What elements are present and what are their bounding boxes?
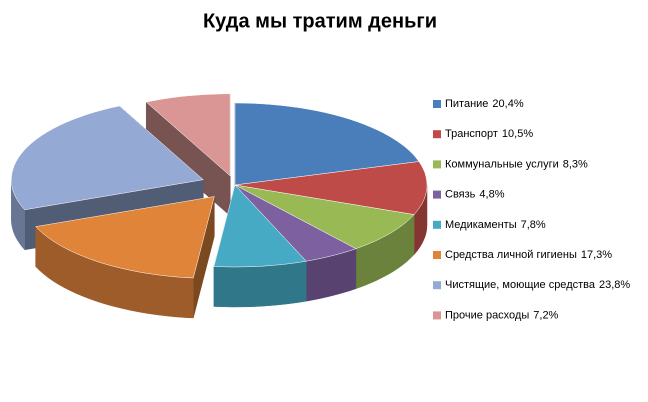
legend: Питание 20,4% Транспорт 10,5% Коммунальные у… [433,98,630,321]
legend-value: 20,4% [492,98,523,110]
legend-category: Чистящие, моющие средства [445,279,596,291]
legend-label: Медикаменты 7,8% [445,219,546,231]
legend-swatch [433,130,441,139]
legend-category: Прочие расходы [445,309,529,321]
legend-value: 8,3% [563,158,588,170]
slice [11,105,204,211]
legend-value: 17,3% [581,249,612,261]
legend-swatch [433,100,441,108]
slice-side [213,260,307,308]
legend-swatch [433,281,441,290]
legend-category: Транспорт [445,128,498,140]
legend-category: Связь [445,189,476,201]
slice [234,102,420,186]
legend-category: Медикаменты [445,219,517,231]
legend-label: Средства личной гигиены 17,3% [445,249,612,261]
legend-label: Транспорт 10,5% [445,128,533,140]
legend-swatch [433,311,441,320]
legend-label: Прочие расходы 7,2% [445,309,559,321]
legend-label: Чистящие, моющие средства 23,8% [445,279,630,291]
legend-swatch [433,190,441,199]
legend-category: Коммунальные услуги [445,158,559,170]
slice [234,184,415,249]
legend-value: 23,8% [599,279,630,291]
legend-value: 7,8% [521,219,546,231]
legend-label: Питание 20,4% [445,98,524,110]
legend-value: 10,5% [502,128,533,140]
legend-swatch [433,160,441,169]
legend-label: Связь 4,8% [445,189,505,201]
legend-value: 4,8% [479,189,504,201]
legend-swatch [433,251,441,259]
pie-tops [11,93,428,279]
chart-title: Куда мы тратим деньги [203,10,437,32]
slice [234,161,428,215]
legend-category: Средства личной гигиены [445,249,577,261]
legend-category: Питание [445,98,488,110]
legend-label: Коммунальные услуги 8,3% [445,158,588,170]
slice [145,93,231,177]
legend-value: 7,2% [533,309,558,321]
slice [213,184,307,268]
legend-swatch [433,220,441,229]
slice [35,196,215,279]
slice [234,184,357,262]
